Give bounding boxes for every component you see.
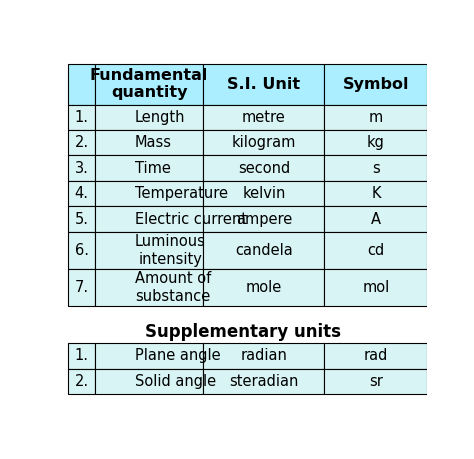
Text: K: K	[371, 186, 381, 201]
Bar	[68, 369, 95, 394]
Bar	[95, 181, 203, 207]
Bar	[68, 207, 95, 232]
Bar	[203, 207, 325, 232]
Bar	[203, 269, 325, 306]
Bar	[325, 105, 428, 130]
Bar	[95, 130, 203, 156]
Bar	[68, 269, 95, 306]
Bar	[325, 207, 428, 232]
Text: Supplementary units: Supplementary units	[145, 323, 341, 341]
Text: A: A	[371, 212, 381, 227]
Bar	[68, 105, 95, 130]
Bar	[68, 156, 95, 181]
Text: Mass: Mass	[135, 135, 172, 150]
Text: mol: mol	[362, 280, 390, 295]
Bar	[68, 64, 95, 105]
Text: sr: sr	[369, 374, 383, 389]
Bar	[68, 232, 95, 269]
Text: 6.: 6.	[75, 243, 89, 258]
Text: 5.: 5.	[75, 212, 89, 227]
Text: rad: rad	[364, 348, 388, 364]
Bar	[95, 64, 203, 105]
Text: s: s	[372, 161, 380, 176]
Text: 1.: 1.	[75, 110, 89, 125]
Text: kg: kg	[367, 135, 385, 150]
Text: 1.: 1.	[75, 348, 89, 364]
Bar	[325, 269, 428, 306]
Bar	[325, 181, 428, 207]
Bar	[203, 181, 325, 207]
Text: Temperature: Temperature	[135, 186, 228, 201]
Bar	[325, 369, 428, 394]
Text: candela: candela	[235, 243, 293, 258]
Bar	[203, 343, 325, 369]
Text: m: m	[369, 110, 383, 125]
Text: Electric current: Electric current	[135, 212, 247, 227]
Bar	[95, 156, 203, 181]
Text: second: second	[238, 161, 290, 176]
Text: radian: radian	[240, 348, 287, 364]
Bar	[95, 269, 203, 306]
Bar	[203, 130, 325, 156]
Text: metre: metre	[242, 110, 286, 125]
Text: kilogram: kilogram	[232, 135, 296, 150]
Text: 4.: 4.	[75, 186, 89, 201]
Bar	[203, 64, 325, 105]
Text: cd: cd	[367, 243, 384, 258]
Bar	[203, 156, 325, 181]
Bar	[68, 181, 95, 207]
Bar	[203, 105, 325, 130]
Bar	[95, 207, 203, 232]
Text: Amount of
substance: Amount of substance	[135, 271, 211, 304]
Bar	[68, 343, 95, 369]
Text: steradian: steradian	[229, 374, 299, 389]
Bar	[68, 130, 95, 156]
Text: Fundamental
quantity: Fundamental quantity	[90, 68, 208, 101]
Bar	[95, 105, 203, 130]
Text: 7.: 7.	[74, 280, 89, 295]
Bar	[95, 369, 203, 394]
Text: kelvin: kelvin	[242, 186, 285, 201]
Text: Solid angle: Solid angle	[135, 374, 216, 389]
Text: mole: mole	[246, 280, 282, 295]
Text: Time: Time	[135, 161, 171, 176]
Bar	[95, 343, 203, 369]
Bar	[325, 130, 428, 156]
Text: Symbol: Symbol	[343, 77, 409, 92]
Text: S.I. Unit: S.I. Unit	[228, 77, 301, 92]
Text: Plane angle: Plane angle	[135, 348, 220, 364]
Bar	[203, 369, 325, 394]
Bar	[325, 343, 428, 369]
Text: 2.: 2.	[74, 374, 89, 389]
Text: Luminous
intensity: Luminous intensity	[135, 234, 206, 267]
Bar	[203, 232, 325, 269]
Text: 3.: 3.	[75, 161, 89, 176]
Text: 2.: 2.	[74, 135, 89, 150]
Bar	[325, 64, 428, 105]
Bar	[325, 232, 428, 269]
Bar	[95, 232, 203, 269]
Text: Length: Length	[135, 110, 185, 125]
Text: ampere: ampere	[236, 212, 292, 227]
Bar	[325, 156, 428, 181]
